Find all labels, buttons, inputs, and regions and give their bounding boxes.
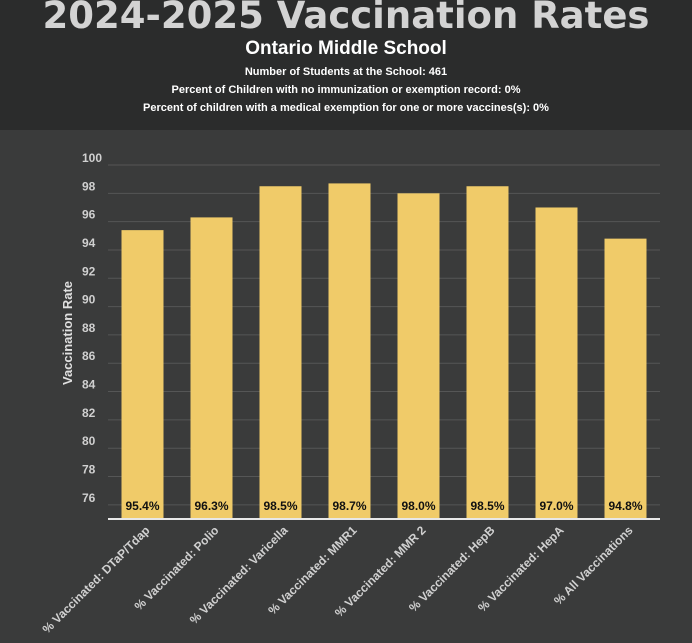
data-label-5: 98.0% bbox=[401, 499, 435, 513]
chart-title: 2024-2025 Vaccination Rates bbox=[42, 0, 650, 37]
y-tick-label-92: 92 bbox=[82, 264, 96, 278]
chart-subtitle: Ontario Middle School bbox=[245, 38, 447, 59]
bar-5 bbox=[397, 193, 440, 519]
data-label-1: 95.4% bbox=[125, 499, 159, 513]
y-tick-label-96: 96 bbox=[82, 208, 96, 222]
data-label-7: 97.0% bbox=[539, 499, 573, 513]
data-label-6: 98.5% bbox=[470, 499, 504, 513]
y-tick-label-94: 94 bbox=[82, 236, 96, 250]
bar-2 bbox=[190, 217, 233, 519]
y-tick-label-78: 78 bbox=[82, 463, 96, 477]
no-record-line: Percent of Children with no immunization… bbox=[171, 84, 521, 96]
bar-7 bbox=[535, 207, 578, 520]
y-tick-label-86: 86 bbox=[82, 349, 96, 363]
chart-header: 2024-2025 Vaccination Rates Ontario Midd… bbox=[0, 0, 692, 130]
y-tick-label-82: 82 bbox=[82, 406, 96, 420]
y-tick-label-80: 80 bbox=[82, 434, 96, 448]
medical-exemption-line: Percent of children with a medical exemp… bbox=[143, 102, 549, 114]
student-count-line: Number of Students at the School: 461 bbox=[244, 66, 448, 78]
y-tick-label-98: 98 bbox=[82, 179, 96, 193]
data-label-3: 98.5% bbox=[263, 499, 297, 513]
data-label-2: 96.3% bbox=[194, 499, 228, 513]
bar-3 bbox=[259, 186, 302, 520]
y-tick-label-88: 88 bbox=[82, 321, 96, 335]
bar-4 bbox=[328, 183, 371, 519]
bar-6 bbox=[466, 186, 509, 520]
y-tick-label-84: 84 bbox=[82, 378, 96, 392]
data-label-4: 98.7% bbox=[332, 499, 366, 513]
y-tick-label-76: 76 bbox=[82, 491, 96, 505]
data-label-8: 94.8% bbox=[608, 499, 642, 513]
y-tick-label-100: 100 bbox=[82, 151, 102, 165]
y-tick-label-90: 90 bbox=[82, 293, 96, 307]
bar-8 bbox=[604, 238, 647, 519]
x-tick-label-1: % Vaccinated: DTaP/Tdap bbox=[40, 523, 153, 636]
bar-1 bbox=[121, 230, 164, 520]
y-axis-label: Vaccination Rate bbox=[60, 281, 75, 385]
